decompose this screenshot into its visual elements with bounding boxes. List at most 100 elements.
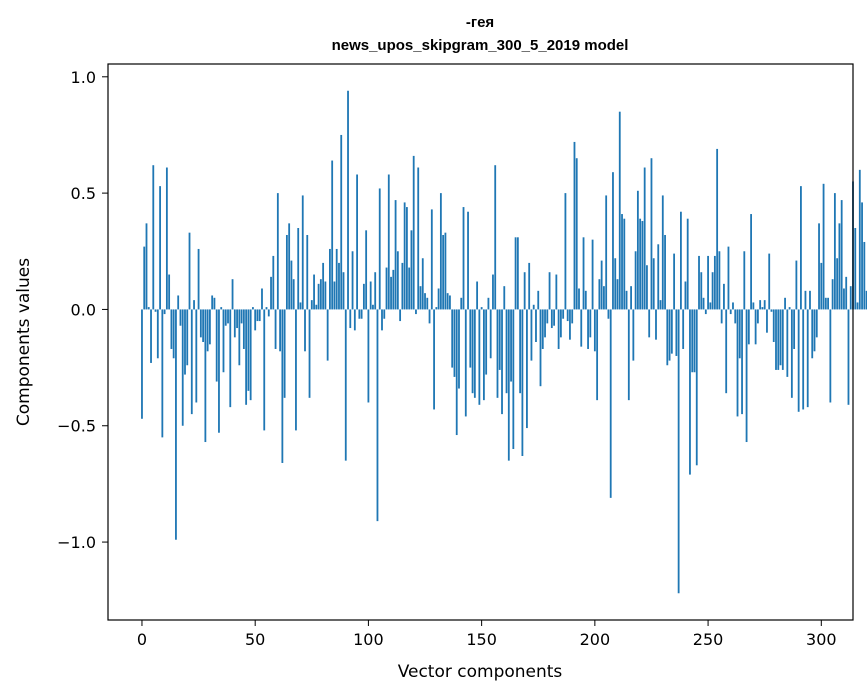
bar — [684, 281, 687, 310]
bar — [775, 309, 777, 370]
bar — [856, 302, 859, 310]
bar — [643, 167, 646, 310]
bar — [288, 223, 291, 310]
bar — [297, 228, 300, 310]
bar — [745, 309, 748, 443]
bar — [779, 309, 782, 366]
bar — [281, 309, 284, 463]
bar — [847, 309, 850, 405]
bar — [815, 309, 818, 338]
bar — [544, 309, 546, 338]
bar — [342, 272, 345, 310]
bar — [729, 309, 732, 315]
bar — [449, 295, 451, 310]
bar — [471, 309, 474, 394]
bar — [691, 309, 694, 373]
bar — [435, 307, 438, 310]
bar — [227, 309, 229, 324]
bar — [861, 202, 863, 310]
plot-frame — [107, 63, 854, 621]
bar — [587, 309, 589, 349]
bar — [378, 188, 381, 310]
bar — [614, 258, 617, 310]
bar — [510, 309, 512, 382]
bar — [738, 309, 741, 359]
bar — [752, 302, 755, 310]
bar — [827, 297, 829, 310]
x-axis-label: Vector components — [398, 662, 563, 682]
bar — [578, 288, 580, 310]
bar — [261, 288, 263, 310]
bar — [331, 160, 334, 310]
bar — [858, 169, 861, 310]
bar — [369, 281, 372, 310]
bar — [446, 293, 449, 310]
bar — [199, 309, 202, 338]
bar — [168, 274, 171, 310]
bar — [736, 309, 739, 417]
bar — [304, 309, 306, 352]
bar — [741, 309, 743, 415]
bar — [245, 309, 248, 405]
bar — [218, 309, 220, 433]
bar — [190, 309, 193, 415]
bar — [496, 309, 499, 398]
bar — [252, 307, 254, 310]
bar — [650, 158, 653, 310]
bar — [734, 309, 737, 324]
bar — [659, 300, 662, 310]
bar — [593, 309, 596, 352]
bar — [387, 174, 390, 310]
bar — [283, 309, 286, 398]
bar — [747, 309, 750, 345]
bar — [372, 304, 374, 310]
bar — [616, 279, 619, 310]
bar — [410, 230, 413, 310]
bar — [641, 221, 644, 310]
bar — [630, 286, 632, 310]
bar — [673, 253, 676, 310]
bar — [215, 309, 218, 382]
bar — [666, 309, 669, 366]
bar — [657, 244, 660, 310]
bar — [145, 223, 148, 310]
bar — [557, 309, 560, 349]
bar — [695, 309, 698, 466]
bar — [833, 193, 836, 310]
bar — [290, 260, 293, 310]
bar — [326, 309, 329, 361]
y-tick-label: −1.0 — [57, 533, 96, 552]
bar — [319, 279, 322, 310]
bar-series — [141, 90, 867, 594]
bar — [147, 307, 150, 310]
bar — [718, 251, 721, 310]
bar — [686, 218, 689, 310]
bar — [709, 302, 712, 310]
bar — [184, 309, 186, 375]
bar — [849, 286, 852, 310]
bar — [772, 309, 775, 342]
bar — [462, 207, 465, 310]
bar — [569, 309, 571, 340]
bar — [478, 309, 481, 405]
bar — [233, 309, 236, 338]
bar — [820, 262, 823, 310]
x-tick-label: 100 — [353, 630, 384, 649]
bar — [589, 309, 592, 338]
x-tick-label: 50 — [245, 630, 265, 649]
bar — [451, 309, 454, 368]
bar — [786, 309, 789, 377]
bar — [790, 309, 793, 398]
bar — [403, 202, 406, 310]
bar — [768, 253, 771, 310]
bar — [220, 307, 223, 310]
bar — [455, 309, 458, 436]
bar — [766, 309, 768, 333]
bar — [365, 230, 368, 310]
bar — [591, 239, 594, 310]
bar — [575, 158, 578, 310]
x-tick-label: 250 — [693, 630, 724, 649]
bar — [838, 223, 841, 310]
y-tick-label: 0.0 — [71, 300, 96, 319]
